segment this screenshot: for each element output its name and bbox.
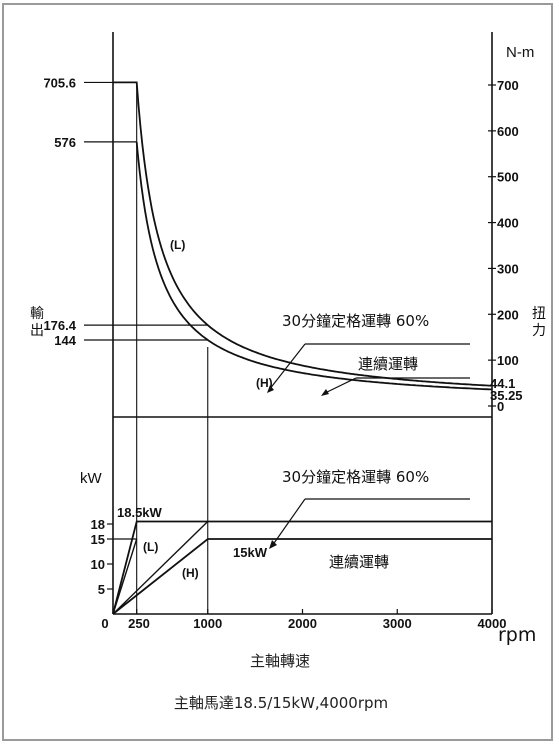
torque-mark-label-176.4: 176.4 <box>43 318 76 333</box>
torque-annotation-60: 30分鐘定格運轉 60% <box>282 312 429 330</box>
x-axis-title: 主軸轉速 <box>250 652 310 670</box>
x-tick-label-3000: 3000 <box>383 616 412 631</box>
axes <box>84 32 496 615</box>
power-l-ramp <box>112 538 138 615</box>
torque-tick-label-400: 400 <box>497 216 519 231</box>
arrowhead-torque-continuous <box>321 389 329 396</box>
power-series-15kw <box>112 538 492 615</box>
arrowhead-torque-60 <box>267 385 274 393</box>
arrowhead-power-60 <box>269 540 277 549</box>
power-tick-label-15: 15 <box>91 532 105 547</box>
leader-torque-continuous <box>322 377 357 395</box>
torque-mark-label-705.6: 705.6 <box>43 75 76 90</box>
x-tick-label-4000: 4000 <box>478 616 507 631</box>
right-axis-label: 扭力 <box>532 306 546 339</box>
power-tick-label-10: 10 <box>91 557 105 572</box>
x-tick-label-1000: 1000 <box>193 616 222 631</box>
torque-tick-label-600: 600 <box>497 124 519 139</box>
x-tick-label-2000: 2000 <box>288 616 317 631</box>
torque-unit-label: N-m <box>506 44 534 61</box>
torque-tick-label-0: 0 <box>497 399 504 414</box>
power-tick-label-5: 5 <box>98 582 105 597</box>
torque-tick-label-500: 500 <box>497 170 519 185</box>
power-series-18-5kw <box>112 520 492 615</box>
torque-curve-label-h: (H) <box>256 376 273 390</box>
torque-curve-label-l: (L) <box>170 238 185 252</box>
power-annotation-continuous: 連續運轉 <box>329 553 389 571</box>
power-annotation-60: 30分鐘定格運轉 60% <box>282 468 429 486</box>
series-label-18-5kw: 18.5kW <box>117 505 163 520</box>
caption: 主軸馬達18.5/15kW,4000rpm <box>174 694 388 712</box>
torque-mark-label-576: 576 <box>54 135 76 150</box>
leader-torque-60 <box>268 343 306 391</box>
x-tick-label-0: 0 <box>101 616 108 631</box>
torque-end-value-high: 44.1 <box>490 376 515 391</box>
chart-frame <box>2 3 553 741</box>
torque-curve-60 <box>113 81 492 387</box>
rpm-axis-label: rpm <box>498 624 536 646</box>
torque-tick-label-200: 200 <box>497 307 519 322</box>
left-axis-label: 輸出 <box>30 306 44 339</box>
power-h-ramp <box>112 520 209 615</box>
series-label-15kw: 15kW <box>233 545 268 560</box>
power-curve-label-l: (L) <box>143 540 158 554</box>
marks <box>112 81 493 615</box>
torque-end-value-low: 35.25 <box>490 388 523 403</box>
power-tick-label-18: 18 <box>91 517 105 532</box>
torque-tick-label-100: 100 <box>497 353 519 368</box>
texts: N-m kW rpm 主軸轉速 主軸馬達18.5/15kW,4000rpm 輸出… <box>30 44 546 712</box>
power-unit-label: kW <box>80 470 103 487</box>
torque-annotation-continuous: 連續運轉 <box>358 355 418 373</box>
power-curve-label-h: (H) <box>182 566 199 580</box>
torque-tick-label-300: 300 <box>497 261 519 276</box>
x-tick-label-250: 250 <box>128 616 150 631</box>
torque-mark-label-144: 144 <box>54 333 76 348</box>
torque-tick-label-700: 700 <box>497 78 519 93</box>
torque-curve-continuous <box>135 141 493 391</box>
